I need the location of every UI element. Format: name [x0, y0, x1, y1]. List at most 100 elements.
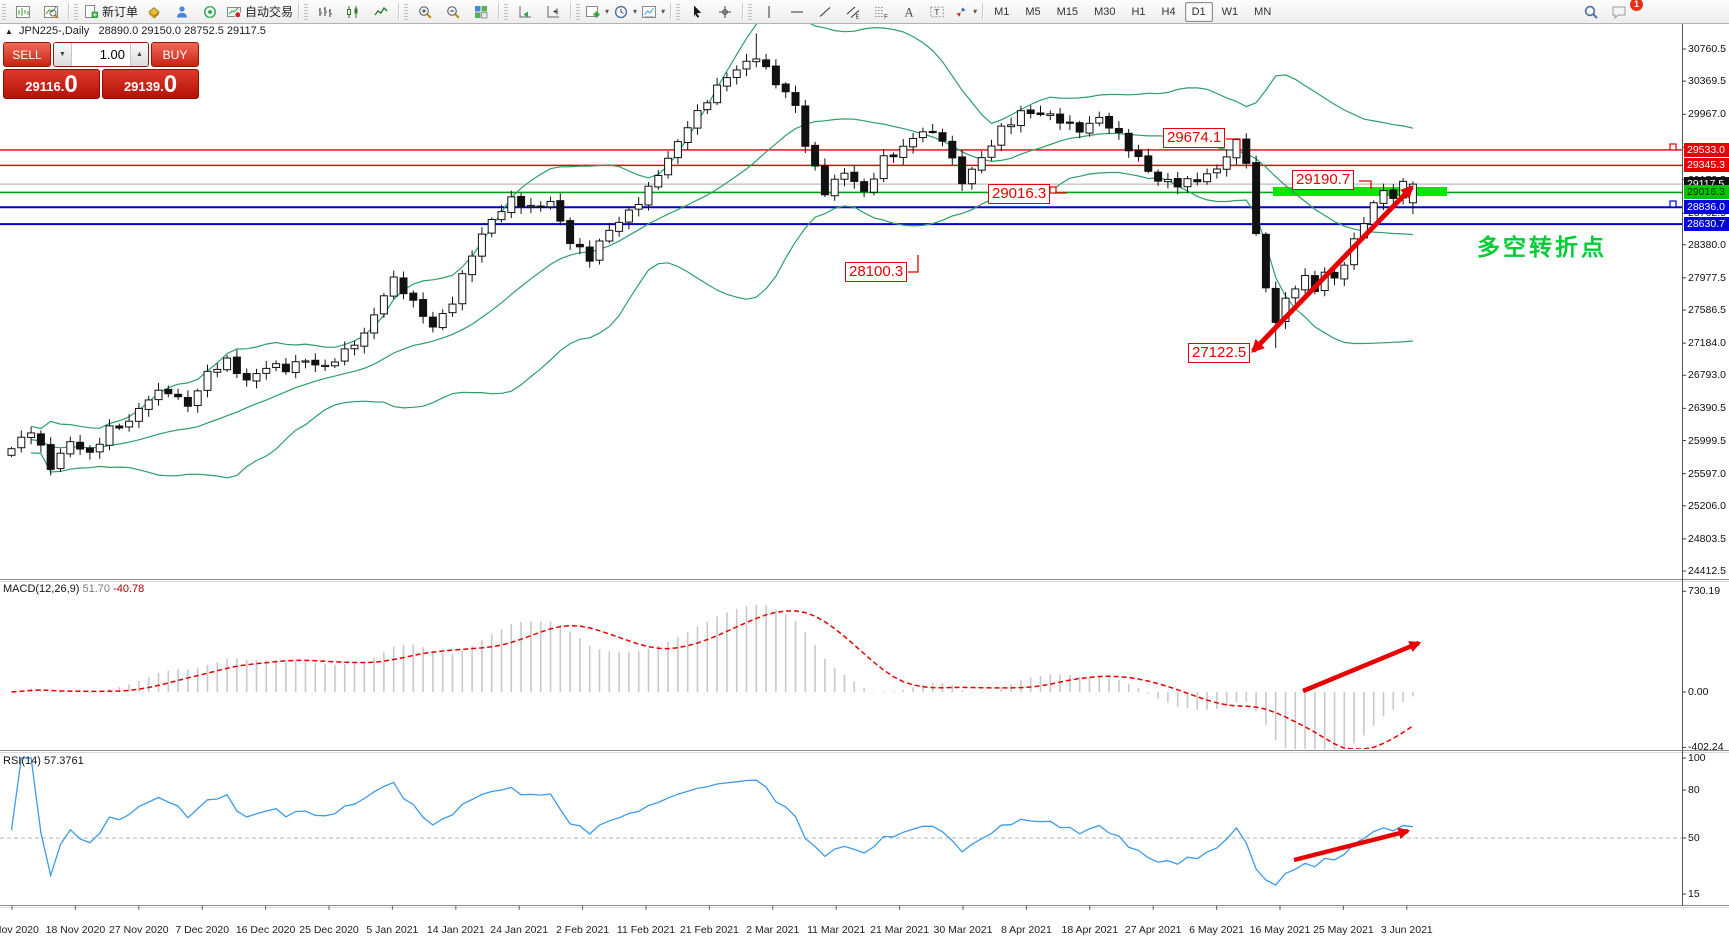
timeframe-button-m5[interactable]: M5 [1025, 5, 1041, 18]
toolbar-separator [398, 3, 400, 20]
candle-body [379, 295, 388, 315]
sell-price-box[interactable]: 29116. 0 [3, 69, 100, 99]
price-axis-tick: 30369.5 [1688, 75, 1726, 88]
crosshair-button[interactable] [711, 2, 739, 22]
tile-windows-button[interactable] [467, 2, 495, 22]
search-icon [1584, 5, 1598, 19]
date-axis-label: 25 May 2021 [1313, 924, 1374, 936]
signals-button[interactable] [196, 2, 224, 22]
buy-price-box[interactable]: 29139. 0 [102, 69, 199, 99]
price-level-label[interactable]: 29016.3 [1684, 185, 1729, 200]
timeframe-button-w1[interactable]: W1 [1221, 5, 1239, 18]
trendline-button[interactable] [811, 2, 839, 22]
fibonacci-button[interactable]: F [867, 2, 895, 22]
date-axis-label: 30 Mar 2021 [933, 924, 993, 936]
object-handle[interactable] [1049, 186, 1057, 194]
zoom-in-button[interactable] [411, 2, 439, 22]
indicators-button[interactable]: ▾ [583, 2, 611, 22]
candle-body [1330, 271, 1339, 279]
chat-button[interactable] [1605, 2, 1633, 22]
vline-button[interactable] [755, 2, 783, 22]
label-button[interactable]: T [923, 2, 951, 22]
price-level-label[interactable]: 29533.0 [1684, 142, 1729, 157]
object-handle[interactable] [1669, 200, 1677, 208]
sell-button[interactable]: SELL [3, 42, 51, 67]
signals-icon [204, 5, 217, 18]
volume-down-button[interactable]: ▼ [54, 43, 72, 66]
zoom-out-button[interactable] [439, 2, 467, 22]
price-axis-tick: 27184.0 [1688, 337, 1726, 350]
timeframe-button-m30[interactable]: M30 [1094, 5, 1116, 18]
label-icon: T [930, 6, 944, 17]
profiles-button[interactable] [37, 2, 65, 22]
chinese-note-text: 多空转折点 [1477, 234, 1607, 260]
date-axis-label: 24 Jan 2021 [490, 924, 549, 936]
candle-body [938, 132, 947, 142]
text-button[interactable]: A [895, 2, 923, 22]
buy-button[interactable]: BUY [151, 42, 199, 67]
templates-button[interactable]: ▾ [639, 2, 667, 22]
price-level-label[interactable]: 29345.3 [1684, 158, 1729, 173]
metaeditor-button[interactable] [140, 2, 168, 22]
candle-body [1114, 127, 1123, 134]
candle-body [850, 171, 859, 182]
candle-body [918, 131, 927, 139]
candle-body [840, 172, 849, 180]
auto-arrange-button[interactable] [511, 2, 539, 22]
timeframe-button-d1[interactable]: D1 [1184, 1, 1213, 22]
market-button[interactable] [168, 2, 196, 22]
new-order-button[interactable]: 新订单 [81, 2, 140, 22]
trend-arrow[interactable] [1302, 640, 1422, 694]
bars-button[interactable] [311, 2, 339, 22]
arrows-button[interactable]: ▾ [951, 2, 979, 22]
chart-shift-button[interactable] [539, 2, 567, 22]
line-chart-button[interactable] [367, 2, 395, 22]
candles-button[interactable] [339, 2, 367, 22]
macd-main-value: 51.70 [82, 583, 111, 595]
svg-text:F: F [884, 13, 888, 20]
hline-button[interactable] [783, 2, 811, 22]
price-level-label[interactable]: 28836.0 [1684, 200, 1729, 215]
trend-arrow[interactable] [1251, 185, 1414, 353]
annotation-label[interactable]: 29016.3 [988, 184, 1051, 204]
cursor-button[interactable] [683, 2, 711, 22]
candle-body [85, 447, 94, 453]
toolbar-separator [982, 3, 984, 20]
timeframe-button-m1[interactable]: M1 [994, 5, 1010, 18]
candle-body [1389, 189, 1398, 199]
candle-body [615, 221, 624, 232]
candle-body [154, 389, 163, 401]
price-axis-tick: 30760.5 [1688, 43, 1726, 55]
candle-body [477, 233, 486, 257]
candle-body [1163, 178, 1172, 183]
new-chart-button[interactable] [9, 2, 37, 22]
timeframe-button-mn[interactable]: MN [1254, 5, 1272, 18]
rsi-indicator-label: RSI(14) 57.3761 [3, 755, 84, 767]
candle-body [1056, 113, 1065, 124]
volume-up-button[interactable]: ▲ [130, 43, 148, 66]
date-axis-label: 11 Feb 2021 [616, 924, 676, 936]
channel-button[interactable]: E [839, 2, 867, 22]
periods-button[interactable]: ▾ [611, 2, 639, 22]
volume-input[interactable] [72, 43, 130, 66]
annotation-label[interactable]: 28100.3 [845, 262, 908, 282]
svg-text:T: T [934, 7, 939, 17]
annotation-label[interactable]: 29674.1 [1163, 128, 1226, 148]
annotation-label[interactable]: 27122.5 [1188, 343, 1251, 363]
autotrading-button[interactable]: 自动交易 [224, 2, 295, 22]
timeframe-button-m15[interactable]: M15 [1056, 5, 1079, 18]
timeframe-button-h4[interactable]: H4 [1161, 5, 1176, 18]
candle-body [36, 433, 45, 446]
bars-icon [319, 6, 333, 17]
candle-body [46, 444, 55, 470]
timeframe-button-h1[interactable]: H1 [1131, 5, 1146, 18]
price-level-label[interactable]: 28630.7 [1684, 217, 1729, 232]
date-axis-label: 9 Nov 2020 [0, 924, 39, 936]
trend-arrow[interactable] [1293, 827, 1411, 863]
object-handle[interactable] [1669, 143, 1677, 151]
candle-body [1340, 264, 1349, 280]
annotation-label[interactable]: 29190.7 [1292, 170, 1355, 190]
candle-body [7, 448, 16, 456]
search-button[interactable] [1577, 2, 1605, 22]
